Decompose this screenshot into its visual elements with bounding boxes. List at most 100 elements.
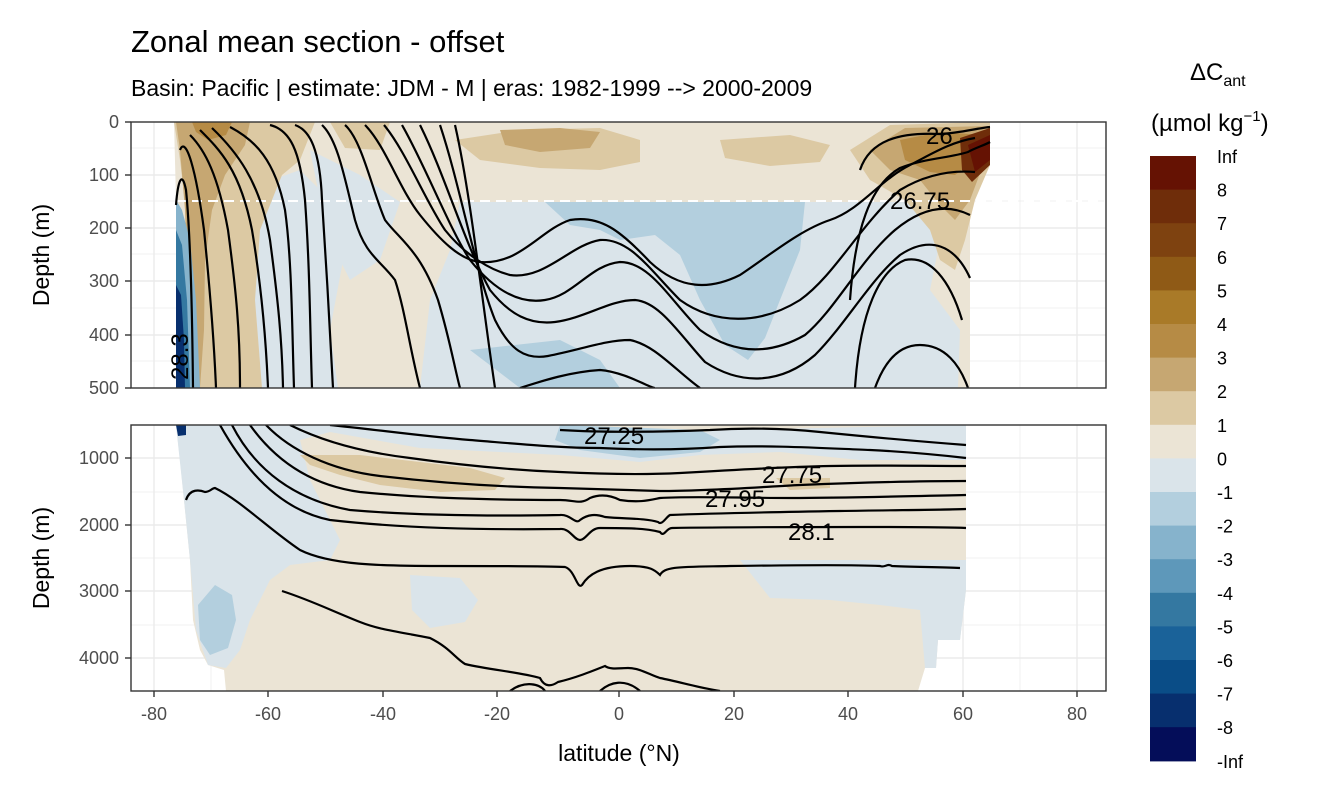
legend-swatch: [1150, 626, 1196, 661]
legend-break-label: -5: [1217, 617, 1233, 637]
legend-break-label: -1: [1217, 483, 1233, 503]
x-tick-minus-40: -40: [370, 704, 396, 724]
x-tick-80: 80: [1067, 704, 1087, 724]
legend-swatch: [1150, 559, 1196, 594]
legend-swatch: [1150, 592, 1196, 627]
legend-swatch: [1150, 256, 1196, 291]
legend-swatch: [1150, 290, 1196, 325]
upper-y-tick-0: 0: [109, 112, 119, 132]
upper-region-neg-light: [248, 170, 345, 388]
x-tick-40: 40: [838, 704, 858, 724]
legend-break-label: 4: [1217, 315, 1227, 335]
chart-title: Zonal mean section - offset: [131, 24, 505, 59]
upper-isopycnal-lines: [174, 123, 991, 388]
isopycnal-label-26-75: 26.75: [890, 188, 950, 215]
lower-isopycnal-lines: [184, 425, 967, 691]
legend-break-label: 1: [1217, 416, 1227, 436]
upper-region-neg-mid: [545, 202, 805, 360]
legend-swatch: [1150, 693, 1196, 728]
lower-region-neg-light-2: [740, 560, 966, 668]
legend-units: (µmol kg−1): [1151, 108, 1269, 137]
upper-fill-regions: [174, 122, 990, 388]
legend-title: ΔCant: [1190, 59, 1246, 90]
isopycnal-label-28-3: 28.3: [167, 333, 194, 380]
lower-panel: [130, 424, 1107, 692]
legend-swatch: [1150, 660, 1196, 695]
upper-region-surface-3: [500, 128, 600, 152]
legend-title-main: ΔC: [1190, 59, 1223, 86]
legend-swatch: [1150, 324, 1196, 359]
legend-break-label: Inf: [1217, 147, 1238, 167]
isopycnal-label-27-75: 27.75: [762, 462, 822, 489]
upper-region-ant-3: [176, 285, 185, 388]
legend-break-label: -8: [1217, 718, 1233, 738]
legend-labels: Inf 8 7 6 5 4 3 2 1 0 -1 -2 -3 -4 -5 -6 -7 -8 -Inf: [1217, 147, 1244, 772]
lower-y-axis-label: Depth (m): [28, 507, 54, 609]
upper-y-axis: 0 100 200 300 400 500 Depth (m): [28, 112, 131, 398]
upper-y-tick-400: 400: [89, 325, 119, 345]
legend-swatch: [1150, 156, 1196, 191]
legend-break-label: 8: [1217, 181, 1227, 201]
lower-region-neg-mid-2: [198, 585, 236, 655]
lower-y-tick-2000: 2000: [79, 515, 119, 535]
legend-break-label: 7: [1217, 214, 1227, 234]
upper-panel: [130, 121, 1107, 389]
legend-swatch: [1150, 424, 1196, 459]
legend-break-label: 2: [1217, 382, 1227, 402]
upper-y-axis-label: Depth (m): [28, 204, 54, 306]
legend-swatch: [1150, 223, 1196, 258]
legend-break-label: -Inf: [1217, 752, 1244, 772]
lower-y-tick-1000: 1000: [79, 448, 119, 468]
legend-swatch: [1150, 189, 1196, 224]
isopycnal-label-27-25: 27.25: [584, 423, 644, 450]
chart-subtitle: Basin: Pacific | estimate: JDM - M | era…: [131, 75, 813, 101]
legend-swatch: [1150, 391, 1196, 426]
lower-region-neg-dark: [176, 425, 186, 436]
x-axis-label: latitude (°N): [558, 740, 680, 766]
upper-region-neg-mid-2: [470, 340, 620, 388]
upper-y-tick-300: 300: [89, 271, 119, 291]
legend-break-label: -6: [1217, 651, 1233, 671]
lower-region-neg-light: [176, 425, 966, 668]
legend-break-label: 3: [1217, 349, 1227, 369]
upper-region-pos-3: [192, 122, 232, 140]
legend-break-label: -7: [1217, 685, 1233, 705]
legend-break-label: -3: [1217, 550, 1233, 570]
upper-y-tick-100: 100: [89, 165, 119, 185]
legend-break-label: 5: [1217, 281, 1227, 301]
upper-region-neg-light-3: [310, 150, 400, 280]
legend-swatches: [1150, 156, 1196, 762]
lower-y-axis: 1000 2000 3000 4000 Depth (m): [28, 448, 131, 668]
upper-region-surface-4: [720, 135, 830, 166]
legend: ΔCant (µmol kg−1) Inf 8 7 6 5 4 3 2 1 0 -1 -2 -3 -4 -5…: [1150, 59, 1269, 772]
isopycnal-labels: 26 26.75 28.3 27.25 27.75 27.95 28.1: [167, 123, 953, 546]
legend-swatch: [1150, 525, 1196, 560]
x-tick-minus-80: -80: [141, 704, 167, 724]
x-tick-minus-60: -60: [255, 704, 281, 724]
lower-region-base: [176, 425, 966, 691]
upper-region-surface-5: [330, 122, 390, 150]
legend-break-label: 6: [1217, 248, 1227, 268]
legend-units-close: ): [1261, 110, 1269, 137]
legend-break-label: 0: [1217, 449, 1227, 469]
lower-y-tick-3000: 3000: [79, 581, 119, 601]
x-tick-20: 20: [724, 704, 744, 724]
legend-swatch: [1150, 492, 1196, 527]
lower-fill-regions: [176, 425, 966, 691]
upper-y-tick-200: 200: [89, 218, 119, 238]
legend-swatch: [1150, 727, 1196, 762]
x-axis: -80 -60 -40 -20 0 20 40 60 80 latitude (…: [141, 691, 1087, 766]
x-tick-minus-20: -20: [484, 704, 510, 724]
legend-break-label: -2: [1217, 517, 1233, 537]
x-tick-0: 0: [614, 704, 624, 724]
upper-y-tick-500: 500: [89, 378, 119, 398]
legend-units-main: (µmol kg: [1151, 110, 1244, 137]
legend-swatch: [1150, 357, 1196, 392]
lower-region-neg-light-3: [410, 575, 478, 628]
isopycnal-label-27-95: 27.95: [705, 486, 765, 513]
isopycnal-label-28-1: 28.1: [788, 519, 835, 546]
x-tick-60: 60: [953, 704, 973, 724]
legend-units-sup: −1: [1244, 108, 1261, 125]
lower-y-tick-4000: 4000: [79, 648, 119, 668]
